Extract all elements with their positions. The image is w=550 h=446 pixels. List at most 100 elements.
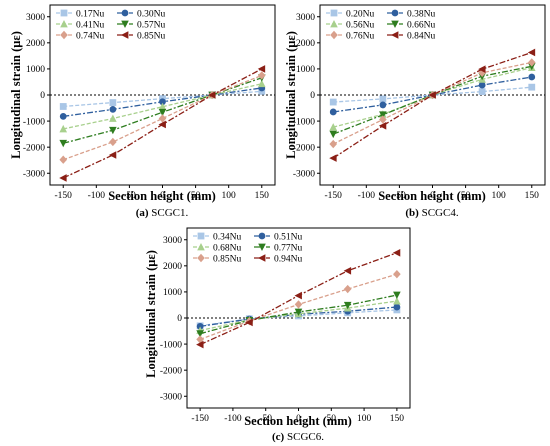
panel-c-ytick-label: -1000 (160, 340, 182, 350)
panel-c-ytick-label: 2000 (163, 262, 182, 272)
panel-c-xtick-label: 150 (390, 414, 405, 424)
panel-c-xtick-label: -100 (224, 414, 242, 424)
panel-a-ytick-label: 3000 (26, 13, 45, 23)
panel-a-legend-marker-0 (60, 9, 68, 17)
panel-c-ytick-label: 1000 (163, 288, 182, 298)
panel-a-series-4-point (257, 71, 266, 80)
panel-b-xtick-label: 100 (492, 191, 507, 201)
panel-c-series-4-point (294, 300, 303, 309)
panel-b-series-1-point (379, 101, 387, 109)
panel-b-legend-label-1: 0.38Nu (407, 9, 435, 19)
panel-c-legend-label-1: 0.51Nu (274, 232, 302, 242)
panel-b-xtick-label: 50 (461, 191, 471, 201)
panel-a-series-3-point (109, 126, 117, 135)
panel-a-series-2-point (59, 124, 68, 133)
panel-b-ytick-label: -2000 (293, 143, 315, 153)
panel-a-legend-marker-2 (60, 20, 68, 28)
panel-a-series-4-point (158, 114, 167, 123)
panel-c-series-3-point (294, 308, 303, 316)
panel-a-legend-marker-1 (121, 9, 129, 17)
panel-c-ytick-label: -2000 (160, 366, 182, 376)
panel-a-legend-label-4: 0.74Nu (76, 31, 104, 41)
panel-c-ylabel: Longitudinal strain (με) (144, 250, 158, 378)
panel-c-xtick-label: 0 (296, 414, 301, 424)
panel-a-caption: (a) SCGC1. (136, 207, 189, 219)
panel-c-xtick-label: 50 (327, 414, 337, 424)
panel-a-legend-label-0: 0.17Nu (76, 9, 104, 19)
panel-b-legend-marker-0 (330, 9, 338, 17)
panel-c-series-4-point (343, 284, 352, 294)
panel-b-ytick-label: -3000 (293, 169, 315, 179)
panel-b-series-5-point (378, 121, 387, 130)
panel-a-series-5-point (208, 91, 216, 99)
panel-b-legend-label-5: 0.84Nu (407, 31, 435, 41)
panel-a-series-0-point (59, 103, 67, 110)
panel-b-series-3-point (527, 62, 536, 71)
panel-b-series-0-point (379, 95, 387, 103)
panel-c-legend-marker-4 (197, 253, 205, 263)
panel-b-series-3-point (379, 111, 387, 119)
panel-c-series-5-point (245, 318, 253, 327)
panel-a-series-2-point (158, 102, 167, 111)
panel-c-caption-letter: (c) (272, 431, 285, 443)
panel-b-legend-marker-2 (330, 20, 338, 28)
panel-c-ytick-label: 0 (177, 314, 182, 324)
panel-b-caption-text: SCGC4. (419, 207, 459, 219)
panel-a-xtick-label: 150 (255, 191, 270, 201)
panel-a-legend-label-2: 0.41Nu (76, 20, 104, 30)
panel-a-ytick-label: 0 (40, 91, 45, 101)
panel-b-caption-letter: (b) (405, 207, 419, 219)
panel-a-xtick-label: -100 (88, 191, 106, 201)
panel-c-series-1-point (393, 303, 401, 311)
panel-b-xtick-label: 0 (430, 191, 435, 201)
panel-c-series-3-point (393, 291, 401, 300)
panel-b-series-5-point (428, 91, 436, 99)
panel-a-series-2-point (109, 114, 117, 122)
panel-b-legend-marker-5 (391, 31, 399, 39)
panel-a-xtick-label: -50 (123, 191, 136, 201)
panel-c-series-4-point (196, 335, 204, 344)
panel-a-xtick-label: 50 (191, 191, 201, 201)
panel-b-series-0-point (329, 98, 337, 106)
panel-c-xtick-label: -50 (259, 414, 272, 424)
panel-c-legend-marker-0 (197, 232, 205, 240)
panel-a-xtick-label: -150 (55, 191, 73, 201)
panel-a-series-1-point (59, 112, 67, 120)
panel-b-series-3-point (329, 130, 338, 139)
panel-c-series-5-point (392, 248, 401, 257)
panel-b-xlabel: Section height (mm) (378, 189, 486, 203)
panel-b-series-5-point (478, 65, 486, 73)
panel-b-series-1-point (528, 73, 536, 81)
panel-a-ylabel: Longitudinal strain (με) (9, 31, 23, 159)
panel-b-xtick-label: -100 (358, 191, 376, 201)
panel-c-xtick-label: 100 (357, 414, 372, 424)
panel-c-series-5-point (294, 291, 302, 300)
panel-b-series-1-point (329, 108, 337, 116)
panel-a-legend-marker-4 (60, 30, 68, 40)
panel-b-series-5-point (329, 154, 337, 162)
panel-c-caption-text: SCGC6. (284, 431, 324, 443)
panel-a-legend-marker-3 (121, 20, 129, 28)
panel-a-series-3-point (59, 139, 68, 148)
panel-a-ytick-label: 2000 (26, 39, 45, 49)
panel-a-series-line-4 (63, 74, 263, 161)
panel-a-caption-letter: (a) (136, 207, 149, 219)
panel-a-series-1-point (109, 105, 117, 113)
panel-b-legend-label-0: 0.20Nu (346, 9, 374, 19)
panel-a-ytick-label: 1000 (26, 65, 45, 75)
panel-a-caption-text: SCGC1. (149, 207, 189, 219)
panel-c-legend-label-0: 0.34Nu (213, 232, 241, 242)
panel-a-series-5-point (108, 151, 117, 159)
panel-a-ytick-label: -3000 (23, 169, 45, 179)
panel-a-series-0-point (109, 99, 117, 106)
panel-a-series-3-point (158, 108, 167, 117)
panel-b-ylabel: Longitudinal strain (με) (284, 31, 298, 159)
panel-c-series-5-point (196, 340, 204, 349)
panel-c-legend-label-4: 0.85Nu (213, 254, 241, 264)
panel-b-xtick-label: -50 (393, 191, 406, 201)
panel-b-legend-marker-3 (391, 20, 399, 28)
panel-a-series-5-point (59, 174, 67, 182)
panel-c-caption: (c) SCGC6. (272, 431, 324, 443)
panel-a-legend-marker-5 (121, 31, 129, 39)
panel-a-series-1-point (159, 98, 166, 106)
